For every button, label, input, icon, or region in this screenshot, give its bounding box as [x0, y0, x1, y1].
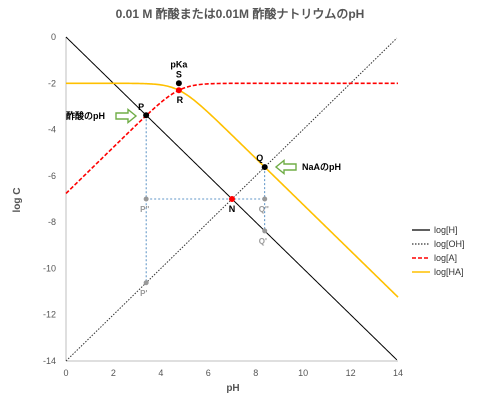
data-point-label: P: [138, 102, 144, 112]
data-point: [229, 196, 235, 202]
data-point: [143, 196, 149, 202]
axes: [65, 37, 398, 362]
series-line: [66, 82, 399, 298]
legend: log[H] log[OH] log[A] log[HA]: [412, 225, 465, 277]
x-axis-label: pH: [226, 383, 239, 394]
naa-ph-label: NaAのpH: [302, 162, 341, 172]
data-point: [175, 87, 182, 94]
x-tick-label: 0: [63, 368, 68, 378]
acetic-acid-ph-label: 酢酸のpH: [66, 110, 105, 121]
data-point-label: Q: [256, 153, 263, 163]
data-point-label: P'': [140, 205, 149, 214]
data-point-label: S: [176, 69, 182, 79]
y-tick-labels: 0 -2 -4 -6 -8 -10 -12 -14: [43, 32, 56, 366]
y-tick-label: -8: [48, 217, 56, 227]
data-point: [261, 164, 268, 171]
x-tick-label: 14: [393, 368, 403, 378]
acetic-acid-arrow-icon: [115, 108, 138, 124]
data-point-label: N: [229, 204, 236, 214]
y-tick-label: -4: [48, 125, 56, 135]
x-tick-label: 8: [253, 368, 258, 378]
data-point-label: Q': [259, 237, 267, 246]
x-tick-label: 10: [298, 368, 308, 378]
y-tick-label: -14: [43, 356, 56, 366]
chart-title: 0.01 M 酢酸または0.01M 酢酸ナトリウムのpH: [116, 6, 365, 21]
data-point-label: P': [140, 289, 147, 298]
y-tick-label: -6: [48, 171, 56, 181]
legend-label: log[OH]: [434, 239, 465, 249]
y-axis-label: log C: [12, 188, 23, 213]
legend-label: log[HA]: [434, 267, 464, 277]
marked-points: S R P Q N P'' Q'' P' Q': [138, 69, 269, 297]
naa-arrow-icon: [274, 159, 297, 175]
y-tick-label: -12: [43, 310, 56, 320]
pka-label: pKa: [170, 59, 188, 69]
x-tick-label: 6: [206, 368, 211, 378]
legend-label: log[A]: [434, 253, 457, 263]
data-point: [262, 196, 268, 202]
data-point: [143, 280, 149, 286]
x-tick-label: 4: [158, 368, 163, 378]
data-point: [262, 228, 268, 234]
x-tick-labels: 0 2 4 6 8 10 12 14: [63, 368, 403, 378]
y-tick-label: -10: [43, 263, 56, 273]
x-tick-label: 2: [111, 368, 116, 378]
series-line: [65, 82, 398, 195]
y-tick-label: 0: [51, 32, 56, 42]
data-point-label: R: [177, 95, 184, 105]
y-tick-label: -2: [48, 78, 56, 88]
data-point-label: Q'': [259, 205, 269, 214]
legend-label: log[H]: [434, 225, 458, 235]
x-tick-label: 12: [346, 368, 356, 378]
data-point: [143, 112, 150, 119]
guide-lines: [145, 115, 266, 283]
data-point: [175, 80, 182, 87]
annotations: pKa 酢酸のpH NaAのpH: [66, 59, 341, 175]
